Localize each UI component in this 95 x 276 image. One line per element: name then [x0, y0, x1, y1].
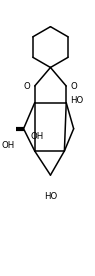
Text: OH: OH	[1, 141, 14, 150]
Text: O: O	[71, 81, 78, 91]
Text: O: O	[23, 81, 30, 91]
Text: HO: HO	[44, 192, 57, 201]
Text: OH: OH	[31, 132, 44, 141]
Text: HO: HO	[70, 96, 83, 105]
